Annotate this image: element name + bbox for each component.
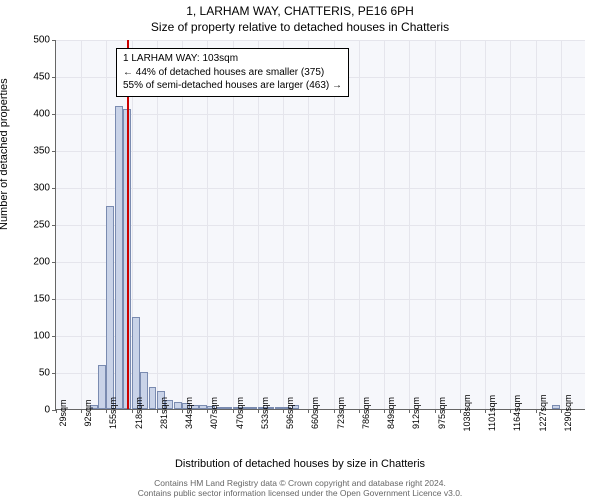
y-tick-label: 500 [33,35,50,46]
x-tick-label: 912sqm [411,397,421,429]
bar [98,365,106,409]
x-tick-label: 1038sqm [462,394,472,431]
y-tick-label: 400 [33,109,50,120]
x-axis-label: Distribution of detached houses by size … [0,458,600,470]
x-tick-label: 849sqm [386,397,396,429]
y-tick-label: 100 [33,331,50,342]
y-tick-label: 50 [39,368,50,379]
x-tick-label: 407sqm [209,397,219,429]
y-tick-label: 200 [33,257,50,268]
footer-line-2: Contains public sector information licen… [0,488,600,498]
y-tick-label: 150 [33,294,50,305]
bar [174,402,182,409]
x-tick-label: 1290sqm [563,394,573,431]
bar [199,405,207,409]
info-box: 1 LARHAM WAY: 103sqm ← 44% of detached h… [116,48,349,97]
info-line-1: 1 LARHAM WAY: 103sqm [123,52,342,66]
bar [275,407,283,409]
x-tick-label: 92sqm [83,399,93,426]
info-line-3: 55% of semi-detached houses are larger (… [123,79,342,93]
x-tick-label: 1227sqm [538,394,548,431]
bar [149,387,157,409]
y-tick-label: 350 [33,146,50,157]
x-tick-label: 218sqm [134,397,144,429]
plot-area: 050100150200250300350400450500 29sqm92sq… [55,40,585,410]
bar [132,317,140,410]
bar [115,106,123,409]
title-line-1: 1, LARHAM WAY, CHATTERIS, PE16 6PH [0,4,600,18]
y-tick-label: 250 [33,220,50,231]
footer-line-1: Contains HM Land Registry data © Crown c… [0,478,600,488]
bar [249,407,257,409]
x-tick-label: 470sqm [235,397,245,429]
bar [552,405,560,409]
x-tick-label: 975sqm [437,397,447,429]
x-tick-label: 29sqm [58,399,68,426]
x-tick-label: 596sqm [285,397,295,429]
title-line-2: Size of property relative to detached ho… [0,20,600,34]
x-tick-label: 1101sqm [487,395,497,431]
x-tick-label: 155sqm [108,397,118,429]
bar [106,206,114,410]
x-tick-label: 786sqm [361,397,371,429]
x-tick-label: 660sqm [310,397,320,429]
x-tick-label: 533sqm [260,397,270,429]
chart-container: 1, LARHAM WAY, CHATTERIS, PE16 6PH Size … [0,0,600,500]
x-tick-label: 1164sqm [512,395,522,431]
y-axis-label: Number of detached properties [0,78,10,230]
x-tick-label: 723sqm [336,397,346,429]
y-tick-label: 0 [44,405,50,416]
x-tick-label: 281sqm [159,397,169,429]
y-tick-label: 450 [33,72,50,83]
y-tick-label: 300 [33,183,50,194]
x-tick-label: 344sqm [184,397,194,429]
info-line-2: ← 44% of detached houses are smaller (37… [123,66,342,80]
footer: Contains HM Land Registry data © Crown c… [0,478,600,498]
bar [224,407,232,409]
